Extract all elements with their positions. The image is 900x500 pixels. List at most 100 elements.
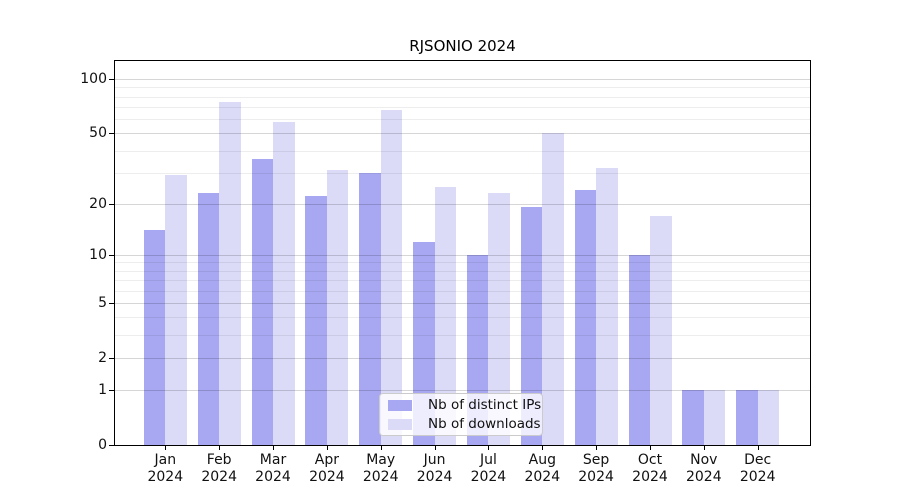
x-tick-label: Nov 2024 [659, 452, 749, 486]
x-tick-label: Dec 2024 [713, 452, 803, 486]
bar-distinct-ips [251, 158, 273, 445]
y-tick-label: 10 [89, 246, 107, 263]
y-axis-tick [109, 445, 114, 446]
x-axis-tick [434, 446, 436, 450]
x-tick-label: Mar 2024 [228, 452, 318, 486]
x-tick-label: Jun 2024 [390, 452, 480, 486]
bar-distinct-ips [628, 254, 650, 445]
x-axis-tick [488, 446, 490, 450]
x-tick-year: 2024 [309, 469, 345, 485]
bar-downloads [757, 390, 780, 445]
legend-entry: Nb of downloads [388, 416, 541, 432]
x-tick-year: 2024 [147, 469, 184, 485]
bar-distinct-ips [736, 390, 758, 445]
y-tick-label: 2 [98, 349, 107, 366]
y-axis-tick [109, 133, 114, 135]
bar-distinct-ips [143, 230, 166, 445]
gridline-minor [115, 280, 810, 282]
x-tick-month: Aug [528, 452, 556, 468]
x-axis-tick [326, 446, 328, 450]
x-axis-tick [703, 446, 705, 450]
bar-downloads [434, 186, 457, 445]
y-axis-tick [109, 357, 114, 359]
x-axis-tick [650, 446, 651, 450]
legend-entry: Nb of distinct IPs [388, 397, 541, 413]
gridline-minor [115, 150, 810, 152]
legend-swatch [388, 418, 412, 430]
y-axis-tick [109, 302, 114, 304]
x-tick-label: Apr 2024 [282, 452, 372, 486]
x-axis-tick [165, 446, 167, 450]
bar-downloads [380, 110, 403, 445]
gridline-major [115, 357, 810, 359]
x-axis-tick [219, 446, 221, 450]
x-tick-month: Sep [582, 452, 610, 468]
y-tick-label: 100 [80, 71, 107, 87]
bar-distinct-ips [520, 207, 543, 445]
legend: Nb of distinct IPs Nb of downloads [379, 393, 543, 436]
gridline-major [115, 390, 810, 391]
plot-area [114, 60, 811, 446]
legend-label: Nb of downloads [428, 416, 541, 432]
x-tick-month: Dec [744, 452, 772, 468]
y-tick-label: 20 [89, 195, 107, 212]
x-tick-month: Jun [423, 452, 446, 468]
gridline-minor [115, 290, 810, 292]
x-axis-tick [273, 446, 274, 450]
bar-distinct-ips [359, 172, 381, 445]
bar-downloads [488, 193, 510, 445]
bar-distinct-ips [197, 193, 220, 445]
bar-downloads [326, 170, 349, 445]
x-tick-month: Mar [259, 452, 287, 468]
x-tick-label: Jan 2024 [120, 452, 210, 486]
bar-distinct-ips [305, 196, 327, 445]
x-tick-year: 2024 [362, 469, 399, 485]
gridline-minor [115, 335, 810, 337]
bar-downloads [542, 133, 564, 445]
gridline-minor [115, 119, 810, 120]
y-axis-tick [109, 254, 114, 256]
y-axis-tick [109, 79, 114, 80]
x-tick-year: 2024 [416, 469, 453, 485]
x-tick-label: Aug 2024 [497, 452, 587, 486]
x-tick-year: 2024 [470, 469, 507, 485]
x-tick-month: Apr [314, 452, 339, 468]
bar-downloads [596, 167, 618, 445]
bar-downloads [273, 121, 295, 445]
bar-downloads [703, 390, 726, 445]
bar-downloads [165, 175, 187, 445]
x-axis-tick [757, 446, 759, 450]
x-tick-label: May 2024 [336, 452, 426, 486]
x-tick-year: 2024 [255, 469, 291, 485]
x-tick-month: Oct [637, 452, 663, 468]
bar-distinct-ips [574, 189, 597, 445]
gridline-minor [115, 96, 810, 98]
legend-label: Nb of distinct IPs [428, 397, 542, 413]
gridline-major [115, 79, 810, 80]
x-axis-tick [596, 446, 598, 450]
x-tick-month: Feb [206, 452, 232, 468]
y-tick-label: 50 [89, 125, 107, 142]
legend-swatch [388, 399, 412, 411]
x-tick-year: 2024 [524, 469, 561, 485]
gridline-major [115, 254, 810, 256]
x-tick-label: Oct 2024 [605, 452, 695, 486]
gridline-major [115, 203, 810, 205]
gridline-minor [115, 172, 810, 174]
x-tick-year: 2024 [632, 469, 668, 485]
y-axis-tick [109, 203, 114, 205]
x-tick-month: Jan [154, 452, 177, 468]
gridline-minor [115, 270, 810, 272]
x-axis-tick [380, 446, 382, 450]
gridline-major [115, 302, 810, 304]
gridline-major [115, 133, 810, 135]
gridline-minor [115, 107, 810, 108]
x-tick-month: May [366, 452, 396, 468]
y-tick-label: 5 [98, 294, 107, 311]
x-tick-year: 2024 [201, 469, 237, 485]
x-tick-month: Nov [690, 452, 718, 468]
bar-distinct-ips [682, 390, 704, 445]
x-axis-tick [542, 446, 544, 450]
x-tick-label: Feb 2024 [174, 452, 264, 486]
